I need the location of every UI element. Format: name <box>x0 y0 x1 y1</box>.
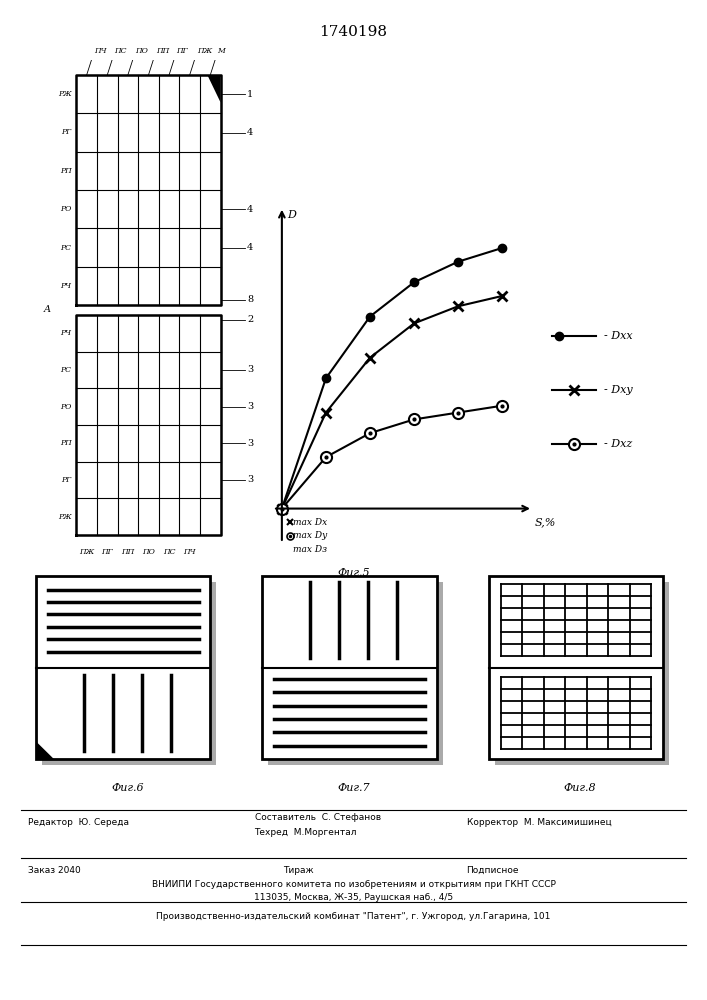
Text: - Dху: - Dху <box>604 385 633 395</box>
Bar <box>262 576 437 759</box>
Text: ВНИИПИ Государственного комитета по изобретениям и открытиям при ГКНТ СССР: ВНИИПИ Государственного комитета по изоб… <box>151 880 556 889</box>
Text: Производственно-издательский комбинат "Патент", г. Ужгород, ул.Гагарина, 101: Производственно-издательский комбинат "П… <box>156 912 551 921</box>
Text: Составитель  С. Стефанов: Составитель С. Стефанов <box>255 813 380 822</box>
Text: ПЧ: ПЧ <box>94 47 106 55</box>
Text: Тираж: Тираж <box>283 866 313 875</box>
Text: 113035, Москва, Ж-35, Раушская наб., 4/5: 113035, Москва, Ж-35, Раушская наб., 4/5 <box>254 893 453 902</box>
Text: max Dу: max Dу <box>293 532 327 540</box>
Polygon shape <box>207 75 221 103</box>
Bar <box>489 576 663 759</box>
Text: - Dхz: - Dхz <box>604 439 632 449</box>
Text: S,%: S,% <box>535 517 556 527</box>
Text: 3: 3 <box>247 476 253 485</box>
Text: ПГ: ПГ <box>176 47 188 55</box>
Text: Фиг.5: Фиг.5 <box>337 568 370 578</box>
Text: РО: РО <box>60 205 71 213</box>
Text: Фиг.6: Фиг.6 <box>111 783 144 793</box>
Text: ПЖ: ПЖ <box>79 548 94 556</box>
Text: РП: РП <box>60 439 71 447</box>
Text: РС: РС <box>61 366 71 374</box>
Text: ПЧ: ПЧ <box>183 548 196 556</box>
Text: 8: 8 <box>247 296 253 304</box>
Polygon shape <box>36 742 54 759</box>
Bar <box>495 582 669 765</box>
Text: РЧ: РЧ <box>61 282 71 290</box>
Text: D: D <box>287 210 296 220</box>
Text: max Dз: max Dз <box>293 545 327 554</box>
Bar <box>269 582 443 765</box>
Text: РЖ: РЖ <box>58 90 71 98</box>
Text: РС: РС <box>61 243 71 251</box>
Text: 3: 3 <box>247 365 253 374</box>
Text: ПЖ: ПЖ <box>197 47 212 55</box>
Text: Фиг.7: Фиг.7 <box>337 783 370 793</box>
Text: Корректор  М. Максимишинец: Корректор М. Максимишинец <box>467 818 612 827</box>
Text: ПС: ПС <box>163 548 175 556</box>
Text: ПГ: ПГ <box>101 548 113 556</box>
Text: 2: 2 <box>247 316 253 324</box>
Text: М: М <box>218 47 226 55</box>
Text: 3: 3 <box>247 439 253 448</box>
Text: - Dхх: - Dхх <box>604 331 632 341</box>
Text: РГ: РГ <box>62 128 71 136</box>
Text: 4: 4 <box>247 243 253 252</box>
Text: ПО: ПО <box>142 548 155 556</box>
Text: Техред  М.Моргентал: Техред М.Моргентал <box>255 828 357 837</box>
Text: Фиг.8: Фиг.8 <box>563 783 596 793</box>
Text: РЖ: РЖ <box>58 513 71 521</box>
Text: Подписное: Подписное <box>467 866 519 875</box>
Text: РО: РО <box>60 403 71 411</box>
Text: РП: РП <box>60 167 71 175</box>
Text: ПС: ПС <box>115 47 127 55</box>
Text: 1: 1 <box>247 90 253 99</box>
Text: ПП: ПП <box>156 47 169 55</box>
Text: A: A <box>44 306 51 314</box>
Text: РГ: РГ <box>62 476 71 484</box>
Bar <box>36 576 211 759</box>
Text: Редактор  Ю. Середа: Редактор Ю. Середа <box>28 818 129 827</box>
Text: Заказ 2040: Заказ 2040 <box>28 866 81 875</box>
Bar <box>42 582 216 765</box>
Text: 1740198: 1740198 <box>320 25 387 39</box>
Text: РЧ: РЧ <box>61 329 71 337</box>
Text: 3: 3 <box>247 402 253 411</box>
Text: 4: 4 <box>247 128 253 137</box>
Text: Фиг.4: Фиг.4 <box>103 590 136 600</box>
Text: ПП: ПП <box>121 548 134 556</box>
Text: ПО: ПО <box>135 47 148 55</box>
Text: max Dх: max Dх <box>293 518 327 527</box>
Text: 4: 4 <box>247 205 253 214</box>
